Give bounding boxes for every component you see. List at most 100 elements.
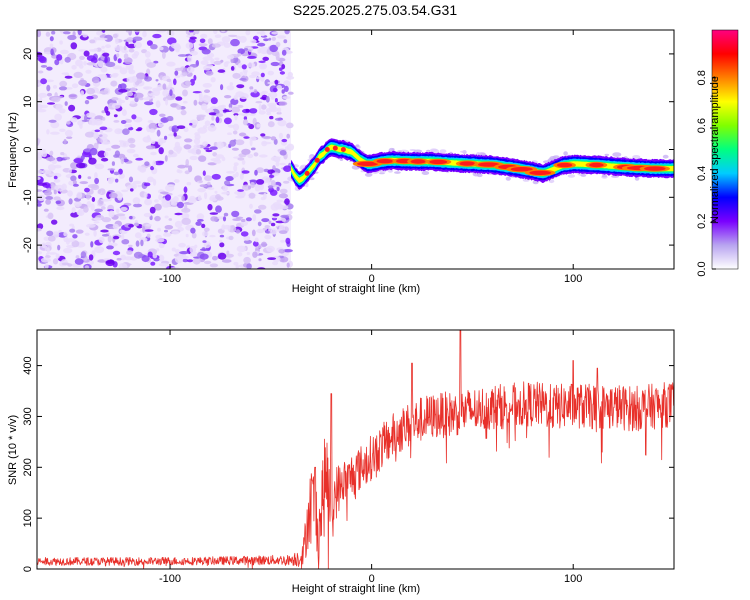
- noise-speck: [164, 135, 168, 140]
- noise-speck: [237, 53, 242, 57]
- noise-speck: [37, 151, 44, 159]
- noise-speck: [228, 34, 238, 38]
- noise-speck: [287, 71, 293, 78]
- noise-speck: [37, 170, 44, 174]
- noise-speck: [94, 208, 103, 213]
- noise-speck: [166, 115, 174, 122]
- noise-speck: [111, 161, 115, 166]
- noise-speck: [144, 161, 150, 166]
- noise-speck: [156, 30, 167, 33]
- noise-speck: [193, 144, 201, 149]
- noise-speck: [254, 169, 258, 176]
- noise-speck: [219, 242, 225, 248]
- noise-speck: [144, 86, 150, 90]
- noise-speck: [180, 109, 187, 116]
- colorbar-tick-label: 0.0: [696, 261, 708, 276]
- noise-speck: [144, 51, 151, 58]
- ridge-peak-red: [376, 159, 394, 164]
- noise-speck: [271, 156, 281, 159]
- snr-background: [37, 330, 674, 569]
- colorbar-tick-label: 0.4: [696, 166, 708, 181]
- noise-speck: [71, 207, 76, 214]
- noise-speck: [281, 64, 286, 70]
- noise-speck: [101, 217, 112, 223]
- spectrogram-y-label: Frequency (Hz): [7, 112, 19, 188]
- noise-speck: [159, 46, 164, 51]
- noise-speck: [272, 165, 276, 171]
- noise-speck: [110, 74, 114, 78]
- noise-speck: [272, 261, 279, 266]
- ridge-peak-red: [357, 161, 379, 166]
- noise-speck: [221, 36, 231, 43]
- noise-speck: [71, 64, 77, 70]
- noise-speck: [213, 30, 218, 35]
- noise-speck: [68, 167, 72, 174]
- noise-speck: [286, 122, 294, 129]
- noise-speck: [282, 96, 291, 100]
- noise-speck: [191, 232, 197, 239]
- noise-speck: [38, 82, 42, 86]
- noise-speck: [80, 90, 85, 96]
- noise-speck: [247, 62, 256, 68]
- noise-speck: [277, 119, 287, 127]
- noise-speck: [113, 120, 120, 123]
- noise-speck: [82, 151, 92, 158]
- noise-speck: [205, 64, 214, 68]
- noise-speck: [37, 109, 47, 113]
- noise-speck: [255, 76, 262, 80]
- ridge-halo-speck: [421, 171, 430, 175]
- noise-speck: [139, 97, 144, 101]
- noise-speck: [265, 96, 270, 103]
- noise-speck: [247, 47, 253, 50]
- noise-speck: [123, 45, 127, 51]
- noise-speck: [59, 128, 66, 132]
- ridge-onset-peak: [340, 147, 346, 152]
- noise-speck: [71, 83, 79, 89]
- noise-speck: [232, 218, 242, 221]
- snr-y-tick-label: 200: [22, 458, 34, 476]
- noise-speck: [281, 138, 288, 143]
- noise-speck: [243, 136, 250, 139]
- noise-speck: [184, 170, 190, 175]
- noise-speck: [129, 100, 136, 105]
- noise-speck: [239, 173, 244, 180]
- noise-speck: [250, 181, 255, 189]
- noise-speck: [203, 227, 210, 232]
- noise-speck: [214, 57, 220, 61]
- noise-speck: [93, 217, 102, 221]
- noise-speck: [204, 175, 213, 182]
- noise-speck: [246, 252, 251, 255]
- noise-speck: [202, 170, 206, 176]
- noise-speck: [142, 136, 152, 143]
- noise-speck: [184, 214, 190, 217]
- noise-speck: [68, 93, 78, 100]
- noise-speck: [40, 78, 47, 85]
- noise-speck: [129, 143, 136, 148]
- noise-speck: [264, 79, 271, 87]
- noise-speck: [118, 140, 124, 143]
- noise-speck: [37, 103, 43, 110]
- noise-speck: [93, 221, 100, 224]
- noise-speck: [127, 43, 137, 49]
- noise-speck: [273, 157, 281, 163]
- noise-speck: [93, 118, 103, 126]
- noise-speck: [79, 123, 83, 129]
- noise-speck: [37, 227, 42, 232]
- noise-speck: [118, 88, 128, 93]
- noise-speck: [255, 167, 265, 174]
- noise-speck: [93, 229, 97, 237]
- noise-speck: [145, 223, 152, 227]
- noise-speck: [281, 49, 287, 56]
- noise-speck: [54, 164, 62, 169]
- noise-speck: [78, 49, 87, 52]
- noise-speck: [221, 191, 230, 195]
- noise-speck: [243, 70, 248, 77]
- noise-speck: [204, 89, 210, 93]
- noise-speck: [268, 37, 272, 41]
- noise-speck: [46, 156, 56, 162]
- noise-speck: [108, 210, 115, 218]
- noise-speck: [203, 241, 211, 249]
- noise-speck: [187, 149, 197, 154]
- noise-speck: [49, 36, 54, 42]
- noise-speck: [193, 74, 197, 81]
